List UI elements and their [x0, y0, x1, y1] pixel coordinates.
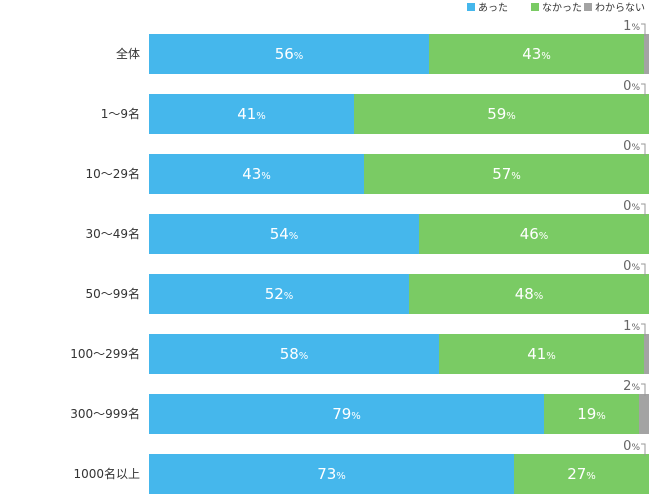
data-label: 43% — [522, 45, 551, 63]
bar-row: 全体 56% 43% 1% — [116, 19, 649, 74]
data-label: 54% — [270, 225, 299, 243]
legend-swatch — [467, 3, 475, 11]
data-label: 48% — [515, 285, 544, 303]
bar-segment — [149, 394, 544, 434]
data-label: 56% — [275, 45, 304, 63]
data-label: 79% — [332, 405, 361, 423]
category-label: 1000名以上 — [73, 466, 140, 481]
bar-segment — [544, 394, 639, 434]
annotation-leader — [641, 203, 646, 216]
category-label: 全体 — [116, 46, 140, 61]
data-label: 41% — [237, 105, 266, 123]
bar-row: 50〜99名 52% 48% 0% — [85, 259, 649, 314]
annotation-label: 0% — [623, 139, 640, 154]
annotation-label: 0% — [623, 259, 640, 274]
bar-segment — [149, 34, 429, 74]
annotation-leader — [641, 383, 646, 396]
bar-segment — [429, 34, 644, 74]
bar-row: 1〜9名 41% 59% 0% — [101, 79, 649, 134]
annotation-label: 1% — [623, 319, 640, 334]
data-label: 73% — [317, 465, 346, 483]
data-label: 19% — [577, 405, 606, 423]
category-label: 300〜999名 — [70, 406, 140, 421]
annotation-leader — [641, 443, 646, 456]
annotation-label: 0% — [623, 439, 640, 454]
data-label: 46% — [520, 225, 549, 243]
bar-segment — [149, 94, 354, 134]
category-label: 10〜29名 — [85, 166, 140, 181]
annotation-label: 1% — [623, 19, 640, 34]
bar-segment — [149, 334, 439, 374]
legend-label: あった — [478, 2, 508, 14]
data-label: 58% — [280, 345, 309, 363]
bar-segment — [149, 154, 364, 194]
legend: あった なかった わからない — [467, 2, 645, 14]
bar-row: 300〜999名 79% 19% 2% — [70, 379, 649, 434]
bar-segment — [514, 454, 649, 494]
data-label: 52% — [265, 285, 294, 303]
bar-segment — [149, 274, 409, 314]
bar-row: 100〜299名 58% 41% 1% — [70, 319, 649, 374]
data-label: 57% — [492, 165, 521, 183]
annotation-label: 0% — [623, 79, 640, 94]
annotation-leader — [641, 83, 646, 96]
bar-row: 1000名以上 73% 27% 0% — [73, 439, 649, 494]
bar-segment — [644, 334, 649, 374]
bar-segment — [639, 394, 649, 434]
bar-row: 10〜29名 43% 57% 0% — [85, 139, 649, 194]
bar-segment — [364, 154, 649, 194]
annotation-label: 2% — [623, 379, 640, 394]
bar-segment — [149, 454, 514, 494]
category-label: 50〜99名 — [85, 286, 140, 301]
legend-swatch — [584, 3, 592, 11]
bar-segment — [644, 34, 649, 74]
bar-segment — [149, 214, 419, 254]
bar-row: 30〜49名 54% 46% 0% — [85, 199, 649, 254]
bar-segment — [354, 94, 649, 134]
bar-segment — [409, 274, 649, 314]
annotation-leader — [641, 143, 646, 156]
data-label: 41% — [527, 345, 556, 363]
bar-rows: 全体 56% 43%1%1〜9名 41% 59%0%10〜29名 43% 57%0%30〜4… — [70, 19, 649, 494]
annotation-label: 0% — [623, 199, 640, 214]
legend-label: なかった — [542, 2, 582, 14]
legend-swatch — [531, 3, 539, 11]
category-label: 100〜299名 — [70, 346, 140, 361]
legend-label: わからない — [595, 2, 645, 14]
data-label: 59% — [487, 105, 516, 123]
annotation-leader — [641, 323, 646, 336]
data-label: 27% — [567, 465, 596, 483]
data-label: 43% — [242, 165, 271, 183]
category-label: 1〜9名 — [101, 106, 140, 121]
bar-segment — [419, 214, 649, 254]
category-label: 30〜49名 — [85, 226, 140, 241]
bar-segment — [439, 334, 644, 374]
annotation-leader — [641, 263, 646, 276]
annotation-leader — [641, 23, 646, 36]
